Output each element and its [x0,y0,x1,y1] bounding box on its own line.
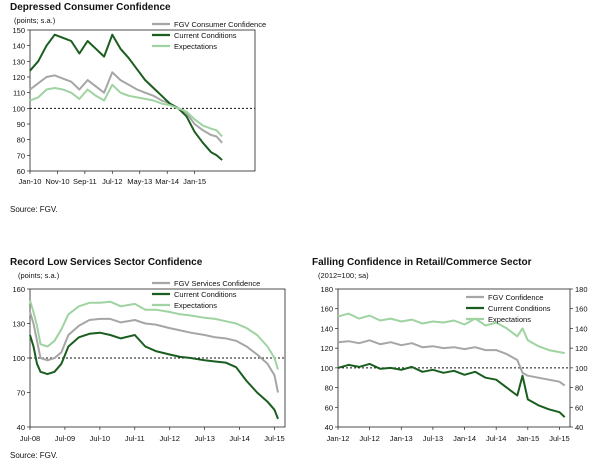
y-tick-label: 110 [13,89,25,98]
x-tick-label: Jan-13 [390,434,413,443]
legend-label: Expectations [488,315,531,324]
y-tick-label: 150 [12,26,25,35]
chart-plot: 40 70 100 130 160 Jul-08 Jul-09 Jul-10 Jul-11 Jul… [12,279,286,443]
series-line-2 [29,331,279,420]
x-tick-label: Jul-12 [359,434,379,443]
y-tick-label: 120 [320,344,333,353]
x-tick-label: Sep-11 [73,177,97,186]
y-right-tick-label: 160 [575,305,588,314]
x-tick-label: Jan-14 [453,434,476,443]
x-tick-label: Jan-15 [183,177,206,186]
legend-label: FGV Consumer Confidence [174,20,266,29]
y-tick-label: 40 [325,423,333,432]
y-tick-label: 60 [325,403,333,412]
y-tick-label: 160 [320,305,333,314]
x-tick-label: Jul-14 [229,434,249,443]
x-tick-label: Jul-13 [194,434,214,443]
chart-source: Source: FGV. [10,205,58,214]
chart-retail-confidence: Falling Confidence in Retail/Commerce Se… [300,255,600,463]
y-tick-label: 80 [17,136,25,145]
series-line-3 [337,312,565,355]
y-tick-label: 140 [12,42,25,51]
y-tick-label: 70 [17,151,25,160]
series-line-3 [29,83,223,138]
series-line-1 [337,339,566,387]
x-tick-label: Jul-08 [20,434,40,443]
chart-unit: (points; s.a.) [14,16,56,25]
y-right-tick-label: 80 [575,384,583,393]
chart-title: Depressed Consumer Confidence [10,2,171,13]
chart-unit: (points; s.a.) [18,271,60,280]
x-tick-label: Jul-13 [423,434,443,443]
y-tick-label: 70 [17,389,25,398]
y-tick-label: 40 [17,423,25,432]
x-tick-label: Jan-15 [516,434,539,443]
y-tick-label: 120 [12,73,25,82]
chart-plot: 60 70 80 90 100 110 120 130 140 150 Jan-10 Nov-10 Se… [12,20,266,186]
y-tick-label: 100 [320,364,333,373]
series-line-1 [29,311,279,393]
y-tick-label: 180 [320,285,333,294]
legend-label: FGV Services Confidence [174,279,260,288]
y-tick-label: 100 [12,354,25,363]
legend-label: Current Conditions [488,304,551,313]
x-tick-label: Jul-15 [264,434,284,443]
x-tick-label: Mar-14 [155,177,179,186]
plot-frame [337,288,571,428]
chart-title: Record Low Services Sector Confidence [10,257,203,268]
y-right-tick-label: 60 [575,403,583,412]
chart-plot: 40 40 60 60 80 80 100 100 120 120 140 140 160 160 180 1… [320,285,588,443]
x-tick-label: Jan-12 [327,434,350,443]
series-line-2 [337,362,566,418]
x-tick-label: Nov-10 [45,177,69,186]
x-tick-label: Jul-10 [90,434,110,443]
chart-consumer-confidence: Depressed Consumer Confidence (points; s… [0,0,300,225]
x-tick-label: May-13 [127,177,152,186]
chart-source: Source: FGV. [10,451,58,460]
chart-title: Falling Confidence in Retail/Commerce Se… [312,257,532,268]
legend-label: Current Conditions [174,31,237,40]
x-tick-label: Jul-09 [55,434,75,443]
y-tick-label: 160 [12,285,25,294]
y-tick-label: 140 [320,324,333,333]
y-tick-label: 80 [325,384,333,393]
chart-unit: (2012=100; sa) [318,271,369,280]
legend-label: Expectations [174,42,217,51]
series-line-2 [29,33,223,161]
x-tick-label: Jul-11 [125,434,145,443]
y-tick-label: 60 [17,167,25,176]
x-tick-label: Jul-12 [160,434,180,443]
x-tick-label: Jan-10 [19,177,42,186]
y-right-tick-label: 140 [575,324,588,333]
x-tick-label: Jul-15 [549,434,569,443]
y-tick-label: 100 [12,104,25,113]
x-tick-label: Jul-14 [486,434,506,443]
series-line-3 [29,300,279,370]
x-tick-label: Jul-12 [102,177,122,186]
series-line-1 [29,71,223,144]
legend-label: Expectations [174,301,217,310]
y-right-tick-label: 180 [575,285,588,294]
y-right-tick-label: 120 [575,344,588,353]
y-tick-label: 130 [12,320,25,329]
chart-services-confidence: Record Low Services Sector Confidence (p… [0,255,300,463]
y-right-tick-label: 100 [575,364,588,373]
y-tick-label: 90 [17,120,25,129]
legend-label: Current Conditions [174,290,237,299]
y-right-tick-label: 40 [575,423,583,432]
y-tick-label: 130 [12,57,25,66]
plot-frame [29,29,256,172]
legend-label: FGV Confidence [488,293,543,302]
